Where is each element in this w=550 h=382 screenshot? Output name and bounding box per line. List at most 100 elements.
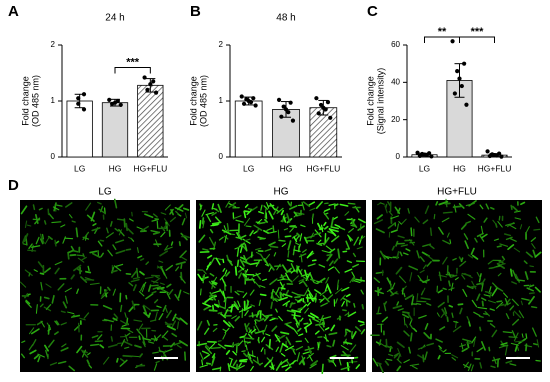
- significance-label: ***: [471, 26, 485, 38]
- cell: [534, 229, 540, 230]
- cell: [354, 304, 355, 307]
- y-axis-label: (OD 485 nm): [30, 75, 40, 127]
- cell: [211, 348, 220, 349]
- cell: [220, 367, 221, 371]
- y-tick-label: 2: [51, 40, 56, 49]
- cell: [411, 333, 412, 340]
- cell: [335, 204, 338, 205]
- cell: [118, 219, 125, 220]
- data-point: [107, 98, 111, 102]
- cell: [403, 312, 409, 313]
- cell: [417, 294, 418, 300]
- cell: [28, 250, 36, 251]
- bar: [235, 101, 262, 157]
- cell: [376, 272, 383, 273]
- significance-label: ***: [126, 56, 140, 68]
- cell: [246, 226, 251, 227]
- cell: [172, 242, 173, 245]
- cell: [449, 306, 452, 307]
- cell: [100, 240, 103, 241]
- cell: [261, 294, 266, 295]
- cell: [181, 265, 182, 269]
- cell: [526, 334, 527, 338]
- cell: [443, 288, 446, 289]
- cell: [86, 272, 90, 273]
- x-tick-label: HG: [280, 163, 293, 173]
- x-tick-label: LG: [419, 163, 430, 173]
- cell: [434, 214, 435, 218]
- cell: [200, 221, 201, 228]
- data-point: [279, 115, 283, 119]
- data-point: [464, 103, 468, 107]
- cell: [298, 295, 304, 296]
- cell: [271, 302, 272, 308]
- cell: [417, 301, 426, 302]
- cell: [497, 301, 502, 302]
- y-tick-label: 20: [391, 115, 400, 124]
- cell: [311, 279, 315, 280]
- data-point: [154, 91, 158, 95]
- cell: [404, 293, 405, 296]
- data-point: [151, 79, 155, 83]
- data-point: [82, 107, 86, 111]
- cell: [278, 230, 279, 238]
- data-point: [427, 151, 431, 155]
- cell: [517, 280, 524, 281]
- data-point: [291, 119, 295, 123]
- y-tick-label: 2: [219, 40, 224, 49]
- cell: [436, 202, 437, 205]
- data-point: [82, 92, 86, 96]
- cell: [299, 320, 300, 325]
- x-tick-label: HG+FLU: [133, 163, 167, 173]
- cell: [270, 246, 277, 247]
- cell: [491, 208, 494, 209]
- data-point: [326, 100, 330, 104]
- data-point: [242, 102, 246, 106]
- data-point: [277, 98, 281, 102]
- bar: [67, 101, 92, 157]
- y-tick-label: 60: [391, 40, 400, 49]
- cell: [33, 205, 34, 209]
- cell: [202, 360, 203, 365]
- image-label: HG: [274, 187, 289, 198]
- cell: [349, 362, 357, 363]
- cell: [180, 242, 181, 245]
- cell: [257, 357, 258, 362]
- cell: [269, 205, 274, 206]
- cell: [480, 327, 481, 330]
- cell: [223, 259, 224, 262]
- data-point: [145, 88, 149, 92]
- cell: [201, 289, 202, 295]
- cell: [76, 228, 77, 236]
- y-tick-label: 1: [51, 96, 56, 105]
- cell: [281, 288, 285, 289]
- data-point: [119, 103, 123, 107]
- data-point: [450, 39, 454, 43]
- cell: [338, 249, 339, 258]
- cell: [113, 271, 117, 272]
- data-point: [314, 96, 318, 100]
- data-point: [244, 97, 248, 101]
- micrograph: [196, 200, 366, 373]
- cell: [454, 322, 458, 323]
- cell: [352, 220, 353, 226]
- cell: [295, 297, 300, 298]
- cell: [489, 268, 494, 269]
- x-tick-label: LG: [243, 163, 254, 173]
- cell: [210, 295, 216, 296]
- y-tick-label: 0: [219, 152, 224, 161]
- panel-label: B: [190, 3, 201, 20]
- y-axis-label: Fold change: [365, 76, 375, 126]
- cell: [225, 300, 226, 309]
- data-point: [319, 103, 323, 107]
- cell: [286, 303, 287, 306]
- cell: [65, 238, 72, 239]
- data-point: [76, 96, 80, 100]
- cell: [313, 214, 314, 218]
- cell: [273, 226, 274, 232]
- cell: [319, 300, 322, 301]
- cell: [511, 269, 512, 275]
- y-axis-label: Fold change: [188, 76, 198, 126]
- cell: [210, 310, 217, 311]
